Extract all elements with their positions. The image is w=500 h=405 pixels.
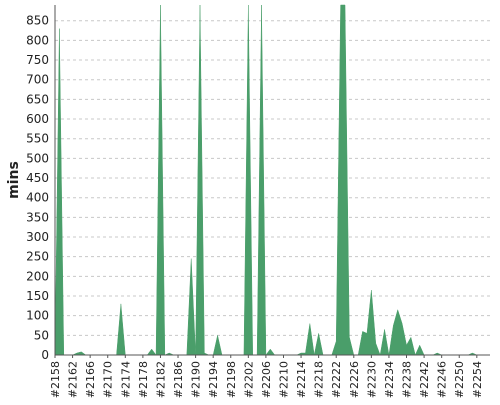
y-tick-label-550: 550 <box>26 132 49 146</box>
x-tick-label-2170: #2170 <box>102 361 115 398</box>
y-tick-label-150: 150 <box>26 289 49 303</box>
y-tick-label-750: 750 <box>26 53 49 67</box>
x-tick-label-2234: #2234 <box>383 361 396 398</box>
y-tick-label-800: 800 <box>26 33 49 47</box>
y-tick-label-350: 350 <box>26 210 49 224</box>
y-tick-label-400: 400 <box>26 191 49 205</box>
y-tick-label-300: 300 <box>26 230 49 244</box>
y-tick-label-100: 100 <box>26 309 49 323</box>
y-tick-label-500: 500 <box>26 151 49 165</box>
grid-lines <box>55 20 490 336</box>
x-tick-label-2250: #2250 <box>453 361 466 398</box>
x-tick-label-2210: #2210 <box>277 361 290 398</box>
y-tick-label-200: 200 <box>26 269 49 283</box>
x-tick-label-2230: #2230 <box>365 361 378 398</box>
y-tick-label-50: 50 <box>34 328 49 342</box>
x-tick-label-2166: #2166 <box>84 361 97 398</box>
y-tick-label-250: 250 <box>26 250 49 264</box>
x-tick-label-2182: #2182 <box>154 361 167 398</box>
x-tick-label-2226: #2226 <box>348 361 361 398</box>
x-tick-label-2246: #2246 <box>436 361 449 398</box>
x-tick-label-2186: #2186 <box>172 361 185 398</box>
x-tick-labels: #2158 #2162 #2166 #2170 #2174 #2178 #2182 #2186… <box>49 361 484 398</box>
area-series <box>54 4 490 356</box>
x-tick-label-2190: #2190 <box>190 361 203 398</box>
y-tick-label-700: 700 <box>26 73 49 87</box>
x-tick-label-2254: #2254 <box>471 361 484 398</box>
y-tick-label-650: 650 <box>26 92 49 106</box>
x-tick-label-2222: #2222 <box>330 361 343 398</box>
y-tick-label-0: 0 <box>41 348 49 362</box>
x-tick-label-2174: #2174 <box>119 361 132 398</box>
axes <box>54 5 490 358</box>
x-tick-label-2198: #2198 <box>225 361 238 398</box>
y-tick-labels: 0 50 100 150 200 250 300 350 400 450 500 550 600 650 7… <box>26 14 49 362</box>
x-tick-label-2238: #2238 <box>401 361 414 398</box>
x-tick-label-2214: #2214 <box>295 361 308 398</box>
x-tick-label-2218: #2218 <box>313 361 326 398</box>
x-tick-label-2178: #2178 <box>137 361 150 398</box>
plot-area <box>54 4 490 356</box>
x-tick-label-2158: #2158 <box>49 361 62 398</box>
y-tick-label-450: 450 <box>26 171 49 185</box>
x-tick-label-2202: #2202 <box>242 361 255 398</box>
y-axis-label: mins <box>6 161 22 199</box>
x-tick-label-2206: #2206 <box>260 361 273 398</box>
x-tick-label-2242: #2242 <box>418 361 431 398</box>
y-tick-label-850: 850 <box>26 14 49 28</box>
x-tick-label-2194: #2194 <box>207 361 220 398</box>
y-tick-label-600: 600 <box>26 112 49 126</box>
x-tick-label-2162: #2162 <box>67 361 80 398</box>
